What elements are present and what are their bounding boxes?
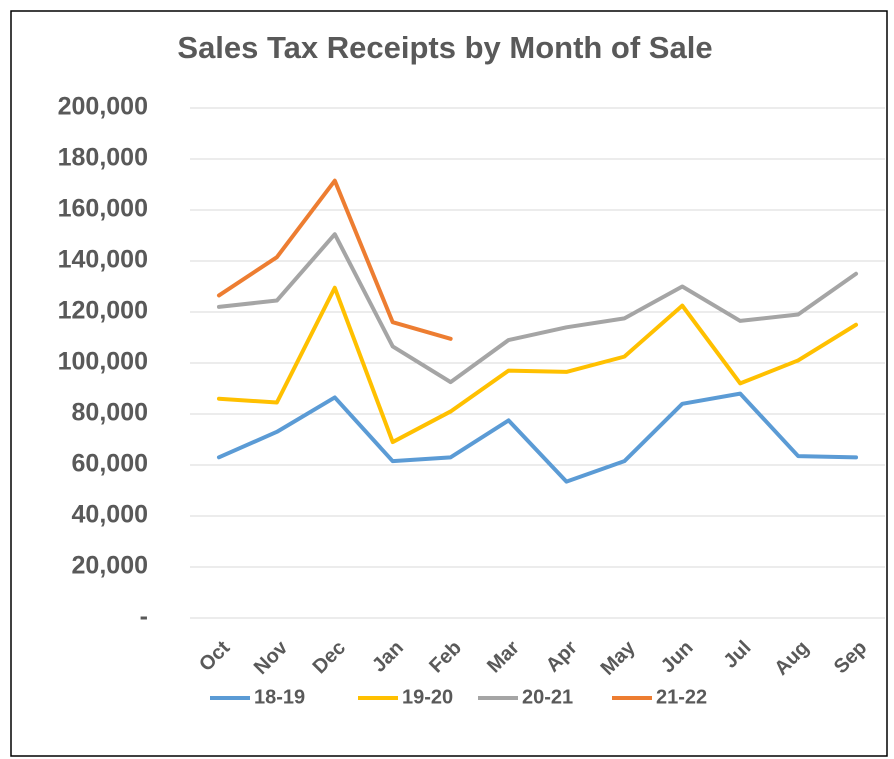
series-line — [216, 391, 859, 484]
series-line — [216, 232, 859, 385]
y-tick-label: 80,000 — [72, 399, 148, 427]
series-line — [216, 178, 453, 341]
legend-label: 19-20 — [402, 686, 453, 708]
y-tick-label: - — [140, 603, 148, 631]
legend-label: 18-19 — [254, 686, 305, 708]
series-line — [216, 285, 859, 445]
legend-label: 21-22 — [656, 686, 707, 708]
y-tick-label: 180,000 — [58, 144, 148, 172]
y-tick-label: 200,000 — [58, 93, 148, 121]
y-tick-label: 120,000 — [58, 297, 148, 325]
y-tick-label: 60,000 — [72, 450, 148, 478]
y-tick-label: 100,000 — [58, 348, 148, 376]
y-tick-label: 160,000 — [58, 195, 148, 223]
y-tick-label: 20,000 — [72, 552, 148, 580]
y-tick-label: 40,000 — [72, 501, 148, 529]
y-tick-label: 140,000 — [58, 246, 148, 274]
chart-title: Sales Tax Receipts by Month of Sale — [177, 30, 712, 65]
legend-label: 20-21 — [522, 686, 573, 708]
